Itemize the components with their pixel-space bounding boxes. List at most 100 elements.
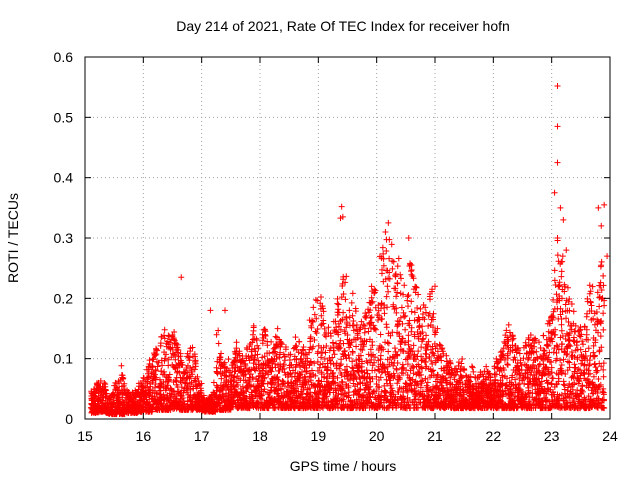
data-point: [169, 350, 176, 357]
data-point: [343, 313, 350, 320]
data-point: [215, 340, 222, 347]
data-point: [172, 356, 179, 363]
data-point: [158, 399, 165, 406]
data-point: [335, 306, 342, 313]
data-point: [249, 331, 256, 338]
data-point: [88, 395, 95, 402]
data-point: [556, 282, 563, 289]
data-point: [359, 347, 366, 354]
data-point: [600, 310, 607, 317]
data-point: [147, 383, 154, 390]
data-point: [385, 340, 392, 347]
data-point: [540, 332, 547, 339]
data-point: [310, 304, 317, 311]
data-point: [174, 389, 181, 396]
data-point: [350, 317, 357, 324]
data-point: [231, 376, 238, 383]
data-point: [99, 385, 106, 392]
data-point: [196, 381, 203, 388]
data-point: [222, 372, 229, 379]
data-point: [408, 298, 415, 305]
data-point: [241, 361, 248, 368]
data-point: [314, 297, 321, 304]
data-point: [170, 351, 177, 358]
data-point: [140, 375, 147, 382]
data-point: [254, 351, 261, 358]
data-point: [318, 321, 325, 328]
data-point: [152, 366, 159, 373]
data-point: [214, 369, 221, 376]
data-point: [168, 354, 175, 361]
data-point: [550, 349, 557, 356]
data-point: [410, 364, 417, 371]
data-point: [394, 321, 401, 328]
data-point: [411, 317, 418, 324]
data-point: [149, 393, 156, 400]
data-point: [362, 313, 369, 320]
data-point: [558, 268, 565, 275]
data-point: [236, 403, 243, 410]
data-point: [418, 344, 425, 351]
data-point: [213, 364, 220, 371]
data-point: [210, 407, 217, 414]
data-point: [555, 283, 562, 290]
data-point: [292, 334, 299, 341]
data-point: [390, 258, 397, 265]
data-point: [213, 331, 220, 338]
data-point: [349, 358, 356, 365]
data-point: [97, 377, 104, 384]
data-point: [175, 388, 182, 395]
data-point: [307, 338, 314, 345]
data-point: [216, 354, 223, 361]
data-point: [383, 248, 390, 255]
data-point: [559, 253, 566, 260]
data-point: [190, 364, 197, 371]
data-point: [178, 393, 185, 400]
data-point: [171, 329, 178, 336]
data-point: [155, 397, 162, 404]
data-point: [191, 358, 198, 365]
data-point: [383, 293, 390, 300]
data-point: [120, 399, 127, 406]
data-point: [551, 267, 558, 274]
data-point: [570, 308, 577, 315]
data-point: [385, 288, 392, 295]
data-point: [214, 384, 221, 391]
data-point: [564, 284, 571, 291]
data-point: [588, 302, 595, 309]
data-point: [313, 330, 320, 337]
data-point: [120, 390, 127, 397]
data-point: [469, 364, 476, 371]
data-point: [425, 322, 432, 329]
data-point: [600, 326, 607, 333]
data-point: [190, 383, 197, 390]
data-point: [152, 374, 159, 381]
data-point: [242, 395, 249, 402]
data-point: [234, 364, 241, 371]
data-point: [167, 393, 174, 400]
data-point: [157, 380, 164, 387]
data-point: [230, 359, 237, 366]
data-point: [598, 258, 605, 265]
data-point: [101, 380, 108, 387]
data-point: [165, 378, 172, 385]
data-point: [102, 381, 109, 388]
data-point: [554, 252, 561, 259]
data-point: [402, 326, 409, 333]
data-point: [158, 333, 165, 340]
data-point: [317, 293, 324, 300]
data-point: [176, 369, 183, 376]
data-point: [248, 399, 255, 406]
data-point: [371, 325, 378, 332]
data-point: [218, 375, 225, 382]
data-point: [171, 337, 178, 344]
data-point: [556, 283, 563, 290]
data-point: [394, 359, 401, 366]
data-point: [375, 366, 382, 373]
data-point: [150, 356, 157, 363]
data-point: [580, 341, 587, 348]
data-point: [229, 365, 236, 372]
data-point: [381, 310, 388, 317]
data-point: [178, 361, 185, 368]
